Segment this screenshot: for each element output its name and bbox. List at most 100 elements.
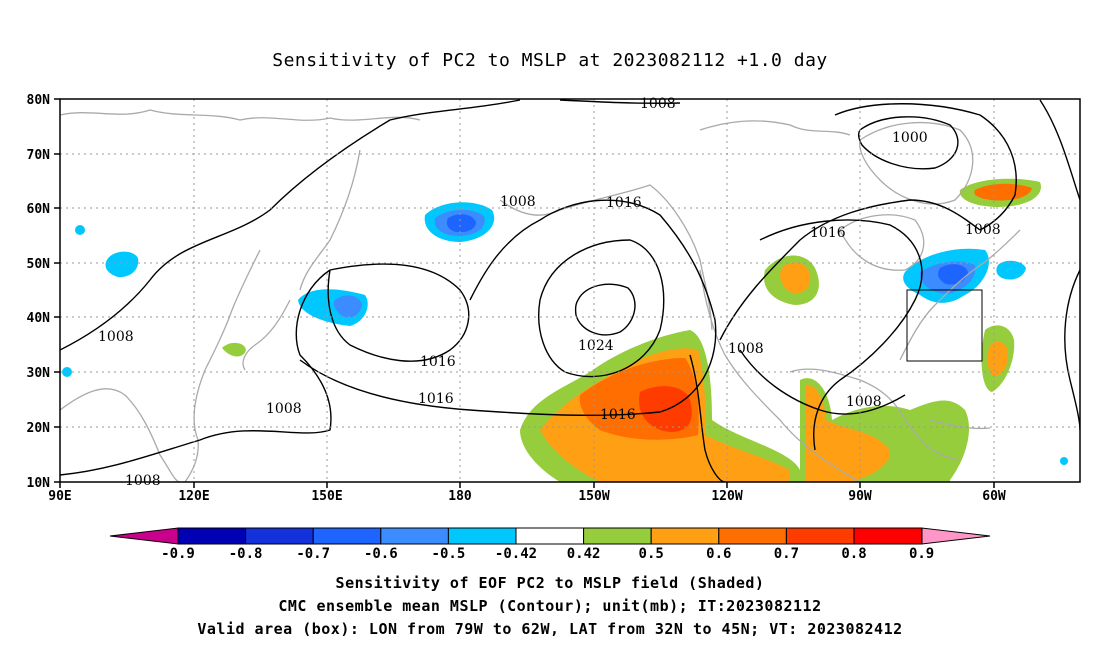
- contour-label: 1008: [640, 96, 676, 112]
- shade-asia-green: [222, 342, 246, 357]
- valid-area-box: [906, 289, 983, 362]
- lat-label: 80N: [27, 93, 51, 108]
- gridlines: [60, 99, 1080, 482]
- lon-label: 150W: [578, 489, 609, 504]
- contour-1008-west: [60, 99, 521, 351]
- contour-1024: [574, 283, 636, 336]
- colorbar-box: [312, 527, 382, 545]
- contour-1008-central: [689, 354, 726, 482]
- shade-mongolia-blue: [105, 251, 139, 278]
- shade-japan-mid: [333, 295, 362, 318]
- colorbar-box: [380, 527, 449, 545]
- contour-label: 1016: [606, 195, 642, 211]
- lon-label: 90W: [848, 489, 872, 504]
- colorbar-tick-label: -0.8: [229, 546, 263, 562]
- contour-1016-inner: [538, 239, 665, 378]
- shade-atlantic-orange: [987, 341, 1008, 377]
- lon-label: 120E: [178, 489, 209, 504]
- axis-ticks: [54, 98, 995, 488]
- coast-north-america-east: [899, 229, 1021, 361]
- contour-label: 1008: [728, 341, 764, 357]
- contour-1008-gulf: [739, 349, 906, 415]
- contour-label: 1016: [418, 391, 454, 407]
- coast-kamchatka: [299, 149, 361, 291]
- shade-pacific-red: [639, 386, 692, 432]
- colorbar-labels: -0.9 -0.8 -0.7 -0.6 -0.5 -0.42 0.42 0.5 0.6 0.7 0.…: [161, 546, 934, 562]
- colorbar-tick-label: 0.6: [706, 546, 731, 562]
- colorbar-tick-label: -0.42: [495, 546, 537, 562]
- contour-label: 1016: [600, 407, 636, 423]
- shade-ne-us-dark: [938, 264, 968, 285]
- contour-layer: [60, 99, 1080, 482]
- contour-label: 1008: [500, 194, 536, 210]
- colorbar-box: [177, 527, 247, 545]
- coast-japan: [242, 299, 291, 371]
- lon-labels: 90E 120E 150E 180 150W 120W 90W 60W: [48, 489, 1006, 504]
- contour-label: 1008: [98, 329, 134, 345]
- lat-label: 60N: [27, 202, 51, 217]
- contour-1008-north: [834, 103, 1017, 231]
- shade-small-blue-3: [1060, 457, 1068, 465]
- lat-label: 40N: [27, 311, 51, 326]
- colorbar-high-triangle: [921, 527, 991, 545]
- contour-1008-east: [719, 199, 981, 341]
- shade-labrador-blue: [996, 260, 1026, 280]
- shade-bering-dark: [446, 214, 476, 233]
- contour-labels: 1008 1008 1000 1016 1016 1008 1008 1024 …: [98, 96, 1001, 489]
- contour-label: 1008: [266, 401, 302, 417]
- colorbar-box: [785, 527, 855, 545]
- lon-label: 180: [448, 489, 472, 504]
- lat-label: 30N: [27, 366, 51, 381]
- shade-baffin-orange: [974, 183, 1032, 201]
- colorbar-tick-label: -0.7: [296, 546, 330, 562]
- shading-layer: [62, 178, 1068, 482]
- shade-central-am-orange: [805, 384, 891, 482]
- coastline-layer: [60, 109, 1021, 482]
- contour-label: 1024: [578, 338, 614, 354]
- colorbar-box: [515, 527, 585, 545]
- colorbar-low-triangle: [109, 527, 179, 545]
- lat-label: 50N: [27, 257, 51, 272]
- contour-label: 1008: [125, 473, 161, 489]
- coast-arctic-asia: [60, 109, 421, 121]
- lat-label: 10N: [27, 476, 51, 491]
- colorbar-tick-label: 0.7: [774, 546, 799, 562]
- colorbar-tick-label: 0.5: [639, 546, 664, 562]
- coast-north-america-west: [699, 269, 861, 482]
- coast-gulf: [789, 368, 961, 461]
- shade-plains-orange: [780, 262, 811, 294]
- coast-hudson: [839, 214, 925, 271]
- coast-alaska: [499, 184, 713, 331]
- lon-label: 120W: [711, 489, 742, 504]
- contour-1008-south-asia: [60, 269, 332, 476]
- lon-label: 90E: [48, 489, 71, 504]
- coast-east-asia: [184, 249, 261, 482]
- lat-label: 70N: [27, 148, 51, 163]
- colorbar-box: [718, 527, 787, 545]
- contour-label: 1008: [965, 222, 1001, 238]
- caption-line-2: CMC ensemble mean MSLP (Contour); unit(m…: [278, 597, 822, 615]
- contour-label: 1000: [892, 130, 928, 146]
- contour-label: 1016: [420, 354, 456, 370]
- lat-label: 20N: [27, 421, 51, 436]
- lon-label: 150E: [311, 489, 342, 504]
- colorbar: -0.9 -0.8 -0.7 -0.6 -0.5 -0.42 0.42 0.5 0.6 0.7 0.…: [109, 527, 991, 562]
- coast-canadian-arctic: [699, 120, 851, 136]
- colorbar-boxes: [177, 527, 923, 545]
- contour-1008-atlantic: [1039, 99, 1080, 201]
- colorbar-tick-label: -0.6: [364, 546, 398, 562]
- contour-1016-outer: [299, 199, 717, 417]
- contour-label: 1016: [810, 225, 846, 241]
- colorbar-tick-label: 0.42: [567, 546, 601, 562]
- colorbar-tick-label: 0.8: [841, 546, 866, 562]
- contour-1016-east: [759, 219, 923, 451]
- shade-small-blue-1: [75, 225, 85, 235]
- colorbar-box: [245, 527, 314, 545]
- colorbar-box: [853, 527, 923, 545]
- lon-label: 60W: [982, 489, 1006, 504]
- colorbar-box: [583, 527, 652, 545]
- coast-southeast-asia: [60, 388, 181, 482]
- contour-1008-ne-pacific: [559, 99, 681, 104]
- colorbar-tick-label: -0.5: [432, 546, 466, 562]
